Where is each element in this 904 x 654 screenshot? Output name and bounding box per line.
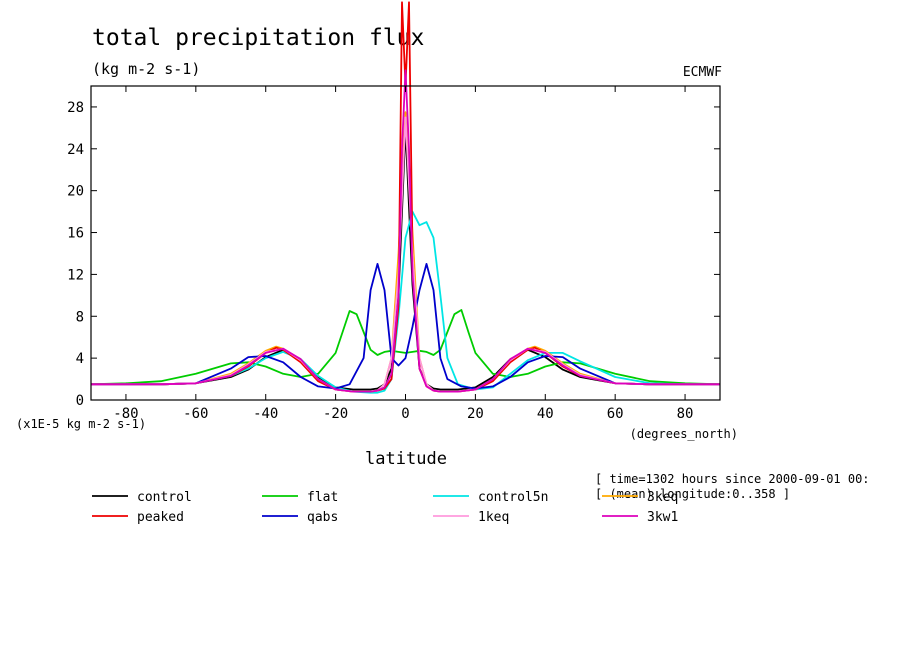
chart-units: (kg m-2 s-1) — [92, 60, 200, 78]
x-tick-label: 80 — [677, 406, 694, 422]
series-line-1keq — [91, 116, 720, 393]
x-tick-label: 20 — [467, 406, 484, 422]
legend-item-flat: flat — [262, 490, 338, 505]
legend-item-qabs: qabs — [262, 510, 338, 525]
legend-label: control — [137, 490, 192, 505]
legend-label: control5n — [478, 490, 548, 505]
x-tick-label: -60 — [183, 406, 208, 422]
chart-title: total precipitation flux — [92, 25, 424, 51]
series-line-3keq — [91, 111, 720, 393]
x-tick-label: 0 — [401, 406, 409, 422]
legend-label: 3kw1 — [647, 510, 678, 525]
x-units-label: (degrees_north) — [630, 427, 738, 441]
legend-label: peaked — [137, 510, 184, 525]
legend-label: qabs — [307, 510, 338, 525]
y-tick-label: 28 — [67, 100, 84, 116]
x-tick-label: -80 — [113, 406, 138, 422]
y-tick-label: 8 — [76, 309, 84, 325]
legend-item-peaked: peaked — [92, 510, 184, 525]
plot-frame — [90, 85, 721, 401]
legend-item-control5n: control5n — [433, 490, 548, 505]
x-tick-label: -20 — [323, 406, 348, 422]
y-tick-label: 4 — [76, 351, 84, 367]
axes-layer: -80 -60 -40 -20 0 20 40 60 80 0 4 8 12 16 20 24 28 — [67, 86, 720, 422]
series-line-control — [91, 127, 720, 391]
legend-item-control: control — [92, 490, 192, 505]
y-tick-label: 12 — [67, 267, 84, 283]
y-tick-label: 0 — [76, 393, 84, 409]
legend-label: flat — [307, 490, 338, 505]
chart-source: ECMWF — [683, 65, 722, 80]
legend-item-1keq: 1keq — [433, 510, 509, 525]
y-tick-label: 16 — [67, 226, 84, 242]
y-tick-label: 20 — [67, 184, 84, 200]
legend-item-3kw1: 3kw1 — [602, 510, 678, 525]
series-line-control5n — [91, 210, 720, 394]
series-line-qabs — [91, 262, 720, 390]
y-tick-label: 24 — [67, 142, 84, 158]
legend: control flat control5n 3keq peaked qabs 1keq 3k… — [92, 490, 678, 525]
y-scale-label: (x1E-5 kg m-2 s-1) — [16, 417, 146, 431]
legend-label: 1keq — [478, 510, 509, 525]
series-line-3kw1 — [91, 69, 720, 393]
x-axis-label: latitude — [365, 449, 447, 469]
series-line-flat — [91, 309, 720, 386]
x-tick-label: 40 — [537, 406, 554, 422]
x-tick-label: -40 — [253, 406, 278, 422]
legend-item-3keq: 3keq — [602, 490, 678, 505]
x-tick-label: 60 — [607, 406, 624, 422]
info-time: [ time=1302 hours since 2000-09-01 00: — [595, 472, 870, 486]
info-mean: [ (mean) longitude:0..358 ] — [595, 487, 790, 501]
legend-label: 3keq — [647, 490, 678, 505]
